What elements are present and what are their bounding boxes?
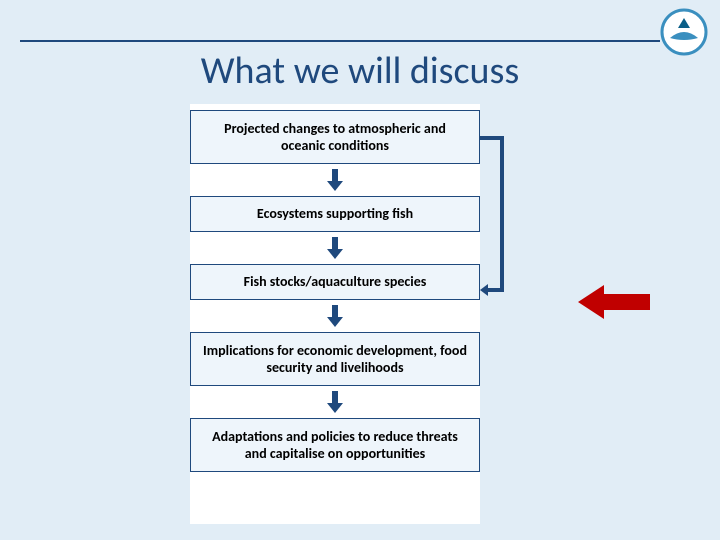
down-arrow-icon: [190, 169, 480, 191]
down-arrow-icon: [190, 305, 480, 327]
flow-box-0: Projected changes to atmospheric and oce…: [190, 110, 480, 164]
flow-box-label: Fish stocks/aquaculture species: [244, 273, 427, 291]
flow-box-label: Adaptations and policies to reduce threa…: [201, 428, 469, 463]
header-divider: [20, 40, 660, 42]
flow-box-label: Projected changes to atmospheric and oce…: [201, 120, 469, 155]
page-title: What we will discuss: [0, 48, 720, 94]
flowchart-panel: Projected changes to atmospheric and oce…: [190, 104, 480, 524]
flow-box-1: Ecosystems supporting fish: [190, 196, 480, 232]
flow-box-2: Fish stocks/aquaculture species: [190, 264, 480, 300]
flow-box-label: Ecosystems supporting fish: [257, 205, 413, 223]
down-arrow-icon: [190, 391, 480, 413]
flow-box-3: Implications for economic development, f…: [190, 332, 480, 386]
flow-box-4: Adaptations and policies to reduce threa…: [190, 418, 480, 472]
down-arrow-icon: [190, 237, 480, 259]
flow-box-label: Implications for economic development, f…: [201, 342, 469, 377]
highlight-arrow-icon: [578, 285, 650, 319]
